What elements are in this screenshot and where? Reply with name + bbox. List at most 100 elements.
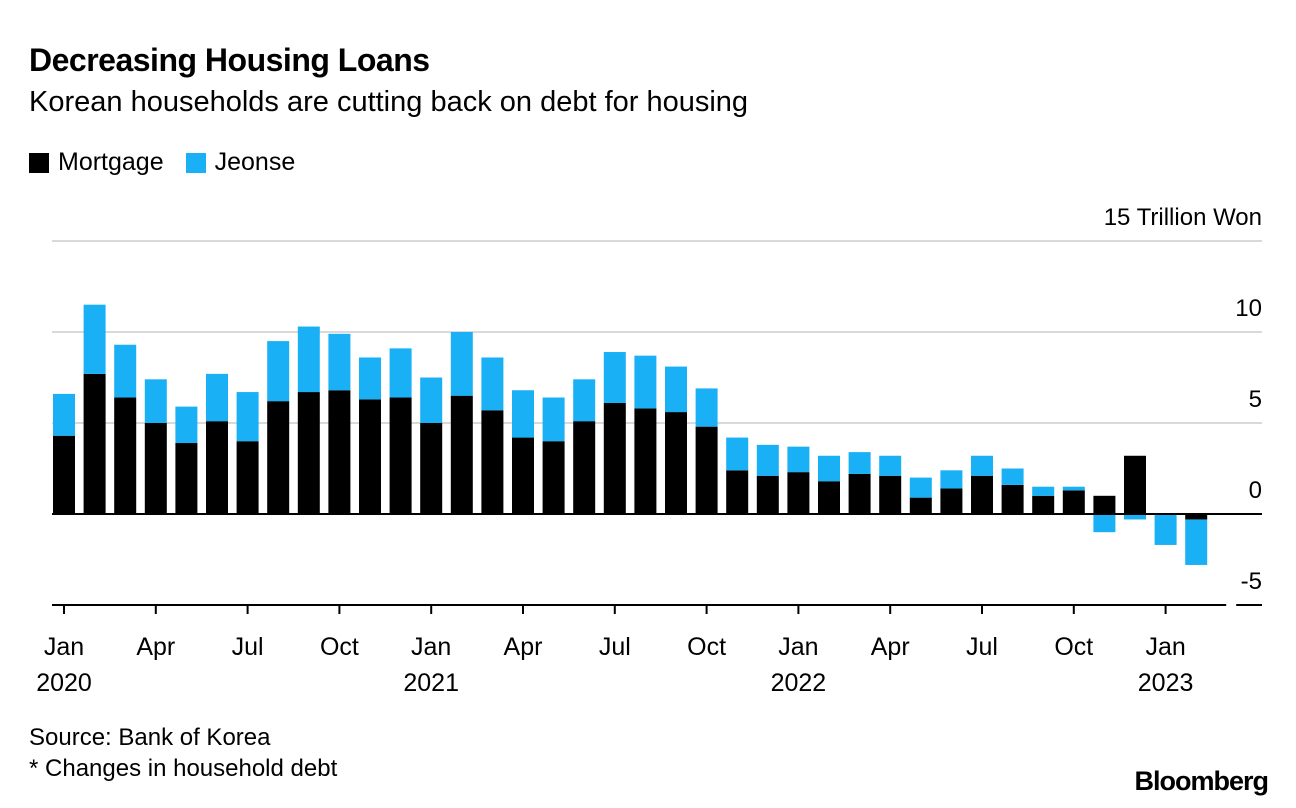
bar-mortgage: [971, 475, 993, 514]
bar-jeonse: [512, 390, 534, 438]
legend-swatch-jeonse: [185, 152, 206, 173]
x-tick-label-month: Jan: [411, 633, 451, 661]
bar-mortgage: [756, 475, 779, 514]
bar-mortgage: [573, 421, 596, 514]
bar-jeonse: [1093, 514, 1116, 533]
x-axis: [52, 513, 1262, 614]
chart-subtitle: Korean households are cutting back on de…: [29, 86, 749, 118]
bar-jeonse: [603, 352, 626, 403]
bar-mortgage: [848, 473, 871, 514]
y-tick-label: 0: [1249, 477, 1262, 504]
bar-mortgage: [1062, 490, 1085, 514]
x-tick-label-year: 2021: [403, 669, 459, 697]
legend-swatch-mortgage: [29, 152, 49, 173]
bar-mortgage: [1001, 484, 1024, 514]
bars: [53, 304, 1208, 565]
y-tick-label: -5: [1241, 568, 1262, 595]
x-tick-label-month: Jul: [232, 633, 264, 661]
bar-jeonse: [144, 379, 167, 423]
x-tick-label-month: Jan: [1145, 633, 1185, 661]
bar-mortgage: [542, 441, 565, 514]
chart-title: Decreasing Housing Loans: [29, 42, 430, 78]
bar-jeonse: [756, 444, 779, 476]
y-unit-label: 15 Trillion Won: [1104, 204, 1262, 231]
bar-mortgage: [634, 408, 657, 514]
bar-mortgage: [450, 395, 473, 514]
bar-mortgage: [83, 373, 106, 514]
bar-mortgage: [481, 410, 504, 514]
source-note: Source: Bank of Korea: [29, 724, 271, 751]
bar-mortgage: [1124, 455, 1146, 514]
x-tick-label-month: Apr: [871, 633, 910, 661]
bar-jeonse: [573, 379, 596, 422]
bar-mortgage: [175, 443, 198, 514]
bar-jeonse: [1185, 519, 1208, 565]
bar-mortgage: [114, 397, 137, 514]
bar-jeonse: [175, 406, 198, 444]
legend-label-mortgage: Mortgage: [58, 148, 164, 176]
bar-jeonse: [726, 437, 749, 471]
bar-mortgage: [695, 426, 718, 514]
y-axis-labels: 15 Trillion Won -5 0 5 10: [1104, 204, 1262, 595]
bar-jeonse: [297, 326, 320, 393]
bar-jeonse: [940, 470, 963, 489]
x-tick-label-month: Oct: [320, 633, 359, 661]
bar-jeonse: [971, 455, 993, 476]
bar-mortgage: [787, 472, 810, 514]
bar-jeonse: [53, 393, 75, 436]
bar-mortgage: [144, 423, 167, 514]
bar-mortgage: [818, 481, 840, 514]
x-axis-labels: Jan 2020 Apr Jul Oct Jan 2021 Apr Jul Oct Jan 2022 A…: [36, 633, 1193, 697]
bar-jeonse: [695, 388, 718, 427]
bar-jeonse: [879, 455, 902, 476]
legend-label-jeonse: Jeonse: [214, 148, 296, 176]
bar-jeonse: [542, 397, 565, 442]
x-tick-label-month: Oct: [687, 633, 726, 661]
bar-jeonse: [1062, 486, 1085, 491]
bar-jeonse: [267, 341, 290, 402]
bar-jeonse: [236, 392, 259, 442]
bar-mortgage: [1185, 514, 1208, 520]
bar-jeonse: [787, 446, 810, 473]
bar-jeonse: [206, 373, 228, 422]
bar-mortgage: [236, 441, 259, 514]
y-tick-label: 10: [1235, 295, 1262, 322]
footnote: * Changes in household debt: [29, 755, 338, 782]
bar-jeonse: [909, 477, 932, 498]
bar-mortgage: [1032, 495, 1055, 514]
x-tick-label-month: Jul: [599, 633, 631, 661]
bar-jeonse: [665, 366, 687, 413]
grid-lines: [52, 240, 1262, 424]
legend-item-jeonse: Jeonse: [185, 148, 296, 177]
bar-jeonse: [1001, 468, 1024, 485]
bar-mortgage: [359, 399, 381, 514]
bar-jeonse: [359, 357, 381, 400]
bar-mortgage: [267, 401, 290, 514]
y-tick-label: 5: [1249, 386, 1262, 413]
bar-jeonse: [848, 452, 871, 474]
x-tick-label-month: Apr: [504, 633, 543, 661]
bar-mortgage: [726, 470, 749, 514]
bar-jeonse: [818, 455, 840, 482]
bar-jeonse: [420, 377, 443, 423]
x-tick-label-year: 2022: [771, 669, 827, 697]
x-tick-label-month: Apr: [136, 633, 175, 661]
bar-jeonse: [634, 355, 657, 409]
bloomberg-logo: Bloomberg: [1134, 766, 1269, 796]
bar-jeonse: [1124, 514, 1146, 520]
bar-mortgage: [909, 497, 932, 514]
legend: Mortgage Jeonse: [29, 148, 317, 177]
bar-mortgage: [297, 392, 320, 514]
x-tick-label-month: Oct: [1054, 633, 1093, 661]
bar-jeonse: [1032, 486, 1055, 496]
bar-mortgage: [328, 390, 351, 514]
x-tick-label-month: Jan: [778, 633, 818, 661]
bar-jeonse: [481, 357, 504, 411]
bar-mortgage: [389, 397, 412, 514]
bar-mortgage: [512, 437, 534, 514]
bar-mortgage: [940, 488, 963, 514]
bar-mortgage: [1093, 495, 1116, 514]
bar-jeonse: [389, 348, 412, 398]
x-tick-label-year: 2023: [1138, 669, 1194, 697]
